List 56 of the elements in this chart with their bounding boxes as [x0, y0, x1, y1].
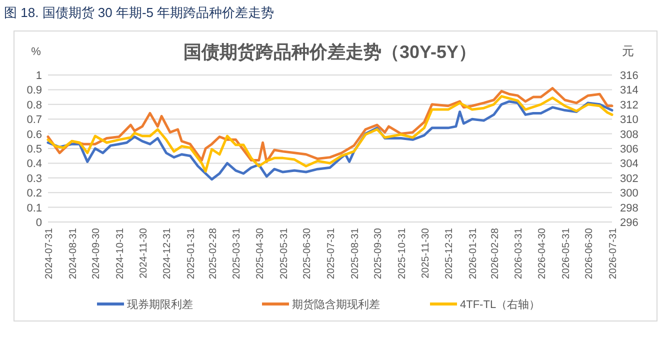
x-tick-label: 2026-03-31	[514, 228, 525, 280]
y-tick-label: 1	[36, 70, 42, 82]
y2-tick-label: 304	[620, 158, 638, 170]
x-tick-label: 2026-01-31	[468, 228, 480, 280]
y2-tick-label: 296	[620, 217, 638, 229]
x-tick-label: 2026-02-28	[490, 228, 501, 280]
x-tick-label: 2025-07-31	[326, 228, 337, 280]
x-tick-label: 2024-11-30	[138, 228, 150, 278]
x-tick-label: 2024-09-30	[91, 228, 102, 280]
x-tick-label: 2024-10-31	[115, 228, 126, 280]
y-tick-label: 0	[36, 217, 42, 229]
line-series	[46, 95, 614, 173]
x-tick-label: 2026-06-30	[584, 228, 596, 280]
x-tick-label: 2024-07-31	[44, 228, 55, 280]
y-tick-label: 0.8	[26, 99, 42, 112]
y2-tick-label: 298	[620, 202, 638, 214]
y-tick-label: 0.5	[26, 144, 42, 156]
x-tick-label: 2024-08-31	[68, 228, 79, 280]
y-tick-label: 0.4	[26, 158, 42, 170]
y-tick-label: 0.3	[26, 172, 42, 185]
y2-tick-label: 312	[620, 99, 638, 112]
y-tick-label: 0.7	[26, 114, 42, 126]
y2-tick-label: 314	[620, 84, 638, 97]
y-tick-label: 0.1	[26, 202, 42, 214]
x-tick-label: 2025-12-31	[444, 228, 456, 280]
x-tick-label: 2025-10-31	[397, 228, 408, 280]
line-series	[46, 86, 614, 163]
y2-tick-label: 308	[620, 128, 638, 141]
x-tick-label: 2025-11-30	[420, 228, 432, 278]
y2-tick-label: 316	[620, 70, 638, 82]
x-tick-label: 2026-07-31	[608, 228, 619, 280]
y-tick-label: 0.6	[26, 128, 42, 141]
chart-title: 国债期货跨品种价差走势（30Y-5Y）	[183, 42, 477, 62]
legend-label: 现券期限利差	[127, 298, 193, 311]
legend-label: 期货隐含期现利差	[292, 298, 380, 311]
x-tick-label: 2025-05-31	[278, 228, 290, 280]
x-tick-label: 2025-09-30	[373, 228, 384, 280]
y2-axis-title: 元	[622, 44, 634, 58]
y2-tick-label: 302	[620, 172, 638, 185]
x-tick-label: 2024-12-31	[162, 228, 174, 280]
legend-label: 4TF-TL（右轴）	[460, 298, 540, 311]
x-tick-label: 2025-04-30	[254, 228, 266, 280]
x-tick-label: 2025-08-31	[350, 228, 361, 280]
y2-tick-label: 306	[620, 144, 638, 156]
y2-tick-label: 310	[620, 114, 638, 126]
x-tick-label: 2025-03-31	[232, 228, 243, 280]
y-tick-label: 0.9	[26, 84, 42, 97]
x-tick-label: 2025-06-30	[302, 228, 314, 280]
x-tick-label: 2025-01-31	[186, 228, 198, 280]
y-tick-label: 0.2	[26, 188, 42, 200]
y-axis-title: %	[31, 46, 42, 58]
x-tick-label: 2026-05-31	[560, 228, 572, 280]
x-tick-label: 2025-02-28	[208, 228, 219, 280]
caption: 图 18. 国债期货 30 年期-5 年期跨品种价差走势	[4, 5, 274, 20]
y2-tick-label: 300	[620, 188, 638, 200]
x-tick-label: 2026-04-30	[536, 228, 548, 280]
